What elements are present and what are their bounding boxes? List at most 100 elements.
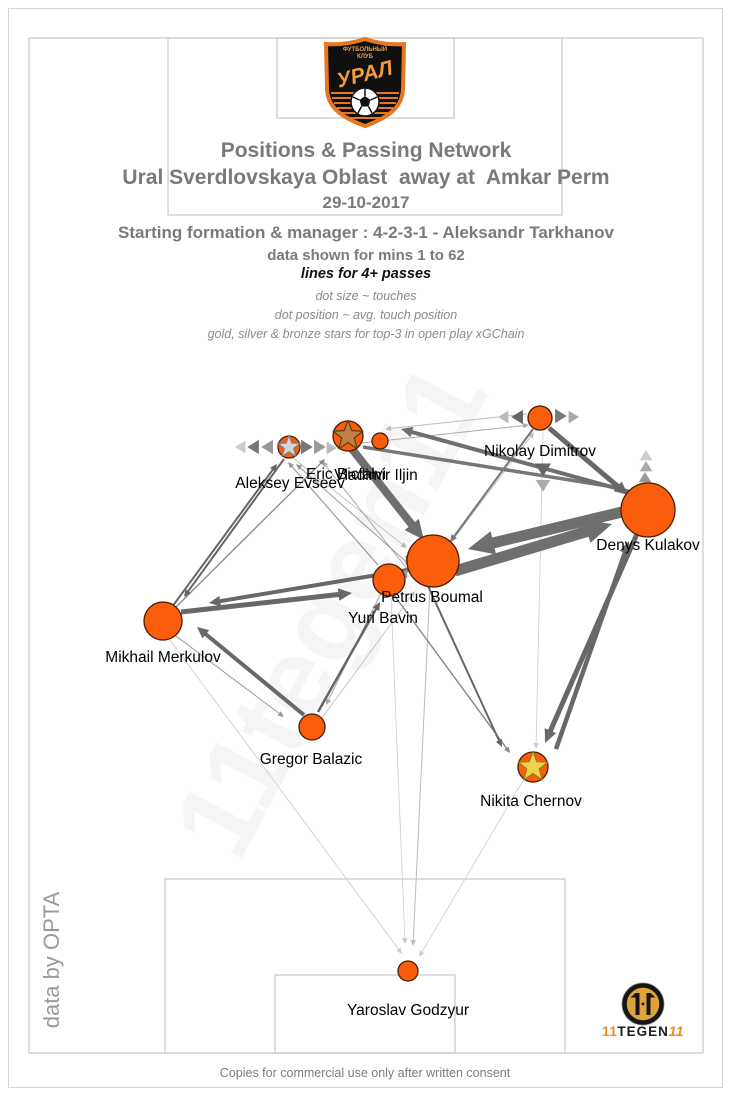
pass-arrow-head bbox=[450, 534, 458, 542]
pass-chevron bbox=[498, 410, 509, 424]
pass-arrow-line bbox=[421, 778, 525, 953]
11tegen11-wordmark: 11TEGEN11 bbox=[602, 1024, 684, 1039]
pass-arrow-head bbox=[400, 542, 407, 548]
pass-arrow-line bbox=[316, 607, 378, 713]
pass-arrow-head bbox=[372, 602, 380, 612]
player-dot bbox=[143, 601, 183, 641]
crest-shield bbox=[323, 36, 407, 129]
player-dot bbox=[397, 960, 419, 982]
player-label: Yuri Bavin bbox=[348, 610, 418, 627]
player-dot bbox=[298, 713, 326, 741]
pass-arrow-head bbox=[544, 728, 557, 743]
pass-chevron bbox=[235, 440, 246, 454]
pass-arrow-head bbox=[619, 541, 631, 555]
player-dot bbox=[527, 405, 553, 431]
xgchain-star-silver bbox=[277, 434, 301, 458]
crest-ball bbox=[350, 87, 380, 117]
logo-eleven-glyph bbox=[630, 993, 656, 1015]
match-date: 29-10-2017 bbox=[322, 193, 410, 212]
formation-line: Starting formation & manager : 4-2-3-1 -… bbox=[118, 223, 614, 242]
pass-arrow-head bbox=[288, 462, 295, 469]
pass-chevron bbox=[639, 450, 653, 461]
player-label: Gregor Balazic bbox=[259, 751, 363, 768]
pass-arrow-head bbox=[197, 627, 210, 639]
stars-legend: gold, silver & bronze stars for top-3 in… bbox=[207, 327, 525, 341]
pass-chevron bbox=[638, 472, 652, 483]
player-dot bbox=[406, 534, 460, 588]
pitch-box-2 bbox=[164, 878, 566, 1054]
pass-chevron bbox=[314, 439, 326, 455]
pass-arrow-head bbox=[326, 698, 332, 705]
pass-arrow-line bbox=[547, 426, 621, 489]
pass-chevron bbox=[555, 408, 567, 424]
pass-arrow-line bbox=[410, 429, 638, 496]
xgchain-star-gold bbox=[517, 750, 549, 781]
pass-arrow-line bbox=[169, 639, 400, 951]
player-label: Nikolay Dimitrov bbox=[484, 443, 596, 460]
player-label: Petrus Boumal bbox=[381, 589, 483, 606]
pass-arrow-head bbox=[318, 459, 325, 466]
pass-arrow-line bbox=[290, 465, 379, 566]
pass-arrow-head bbox=[396, 947, 402, 954]
pass-arrow-head bbox=[409, 591, 415, 598]
page-border bbox=[8, 8, 723, 1088]
player-dot bbox=[372, 563, 406, 597]
player-label: Mikhail Merkulov bbox=[105, 649, 221, 666]
pass-chevron bbox=[568, 410, 579, 424]
pass-arrow-head bbox=[410, 939, 417, 946]
pass-arrow-line bbox=[321, 594, 413, 719]
match-subtitle: Ural Sverdlovskaya Oblast away at Amkar … bbox=[122, 166, 610, 189]
pass-arrow-head bbox=[522, 422, 529, 429]
pass-arrow-head bbox=[419, 950, 425, 957]
pass-arrow-line bbox=[453, 525, 590, 577]
data-credit: data by OPTA bbox=[39, 891, 64, 1029]
pass-arrow-head bbox=[583, 520, 612, 543]
player-label: Nikita Chernov bbox=[480, 793, 582, 810]
player-label: Aleksey Evseev bbox=[235, 475, 345, 492]
pass-arrow-head bbox=[495, 739, 503, 747]
pass-arrow-line bbox=[299, 466, 421, 575]
pass-arrow-head bbox=[401, 426, 414, 438]
pass-arrow-head bbox=[209, 595, 222, 607]
pass-arrow-head bbox=[184, 589, 191, 597]
pass-arrow-head bbox=[528, 432, 534, 439]
pass-arrow-head bbox=[337, 588, 352, 601]
pass-arrow-head bbox=[613, 481, 628, 495]
pass-arrow-head bbox=[402, 937, 408, 944]
pitch-box-3 bbox=[274, 974, 456, 1054]
pass-arrow-line bbox=[362, 445, 618, 490]
pass-arrow-line bbox=[203, 632, 306, 717]
player-label: Denys Kulakov bbox=[596, 537, 700, 554]
pass-arrow-line bbox=[393, 594, 508, 750]
pass-arrow-head bbox=[533, 742, 539, 749]
11tegen11-logo bbox=[621, 982, 665, 1026]
club-crest: ФУТБОЛЬНЫЙ КЛУБ УРАЛ bbox=[323, 36, 407, 129]
copyright-footer: Copies for commercial use only after wri… bbox=[219, 1066, 511, 1080]
pass-chevron bbox=[261, 439, 273, 455]
pass-arrow-head bbox=[404, 518, 424, 540]
pass-arrow-head bbox=[296, 464, 303, 471]
pass-arrow-head bbox=[504, 746, 510, 753]
pass-arrow-line bbox=[390, 595, 406, 940]
pass-arrow-line bbox=[186, 458, 285, 593]
player-dot bbox=[371, 432, 389, 450]
pass-arrow-line bbox=[427, 585, 501, 742]
dot-position-legend: dot position ~ avg. touch position bbox=[274, 308, 458, 322]
pass-arrow-line bbox=[171, 632, 281, 715]
crest-club-line2: КЛУБ bbox=[357, 54, 374, 60]
pass-arrow-line bbox=[452, 428, 534, 538]
pass-chevron bbox=[535, 480, 551, 492]
pass-arrow-line bbox=[445, 435, 532, 550]
dot-size-legend: dot size ~ touches bbox=[315, 289, 417, 303]
pass-arrow-line bbox=[361, 425, 525, 444]
pass-arrow-line bbox=[171, 468, 275, 608]
pass-arrow-head bbox=[277, 711, 284, 717]
pass-arrow-line bbox=[553, 551, 628, 750]
xgchain-star-bronze bbox=[332, 419, 364, 450]
minutes-line: data shown for mins 1 to 62 bbox=[267, 247, 465, 264]
pass-arrow-line bbox=[412, 586, 431, 942]
wordmark-11-right: 11 bbox=[668, 1024, 684, 1039]
page-title: Positions & Passing Network bbox=[220, 139, 512, 162]
